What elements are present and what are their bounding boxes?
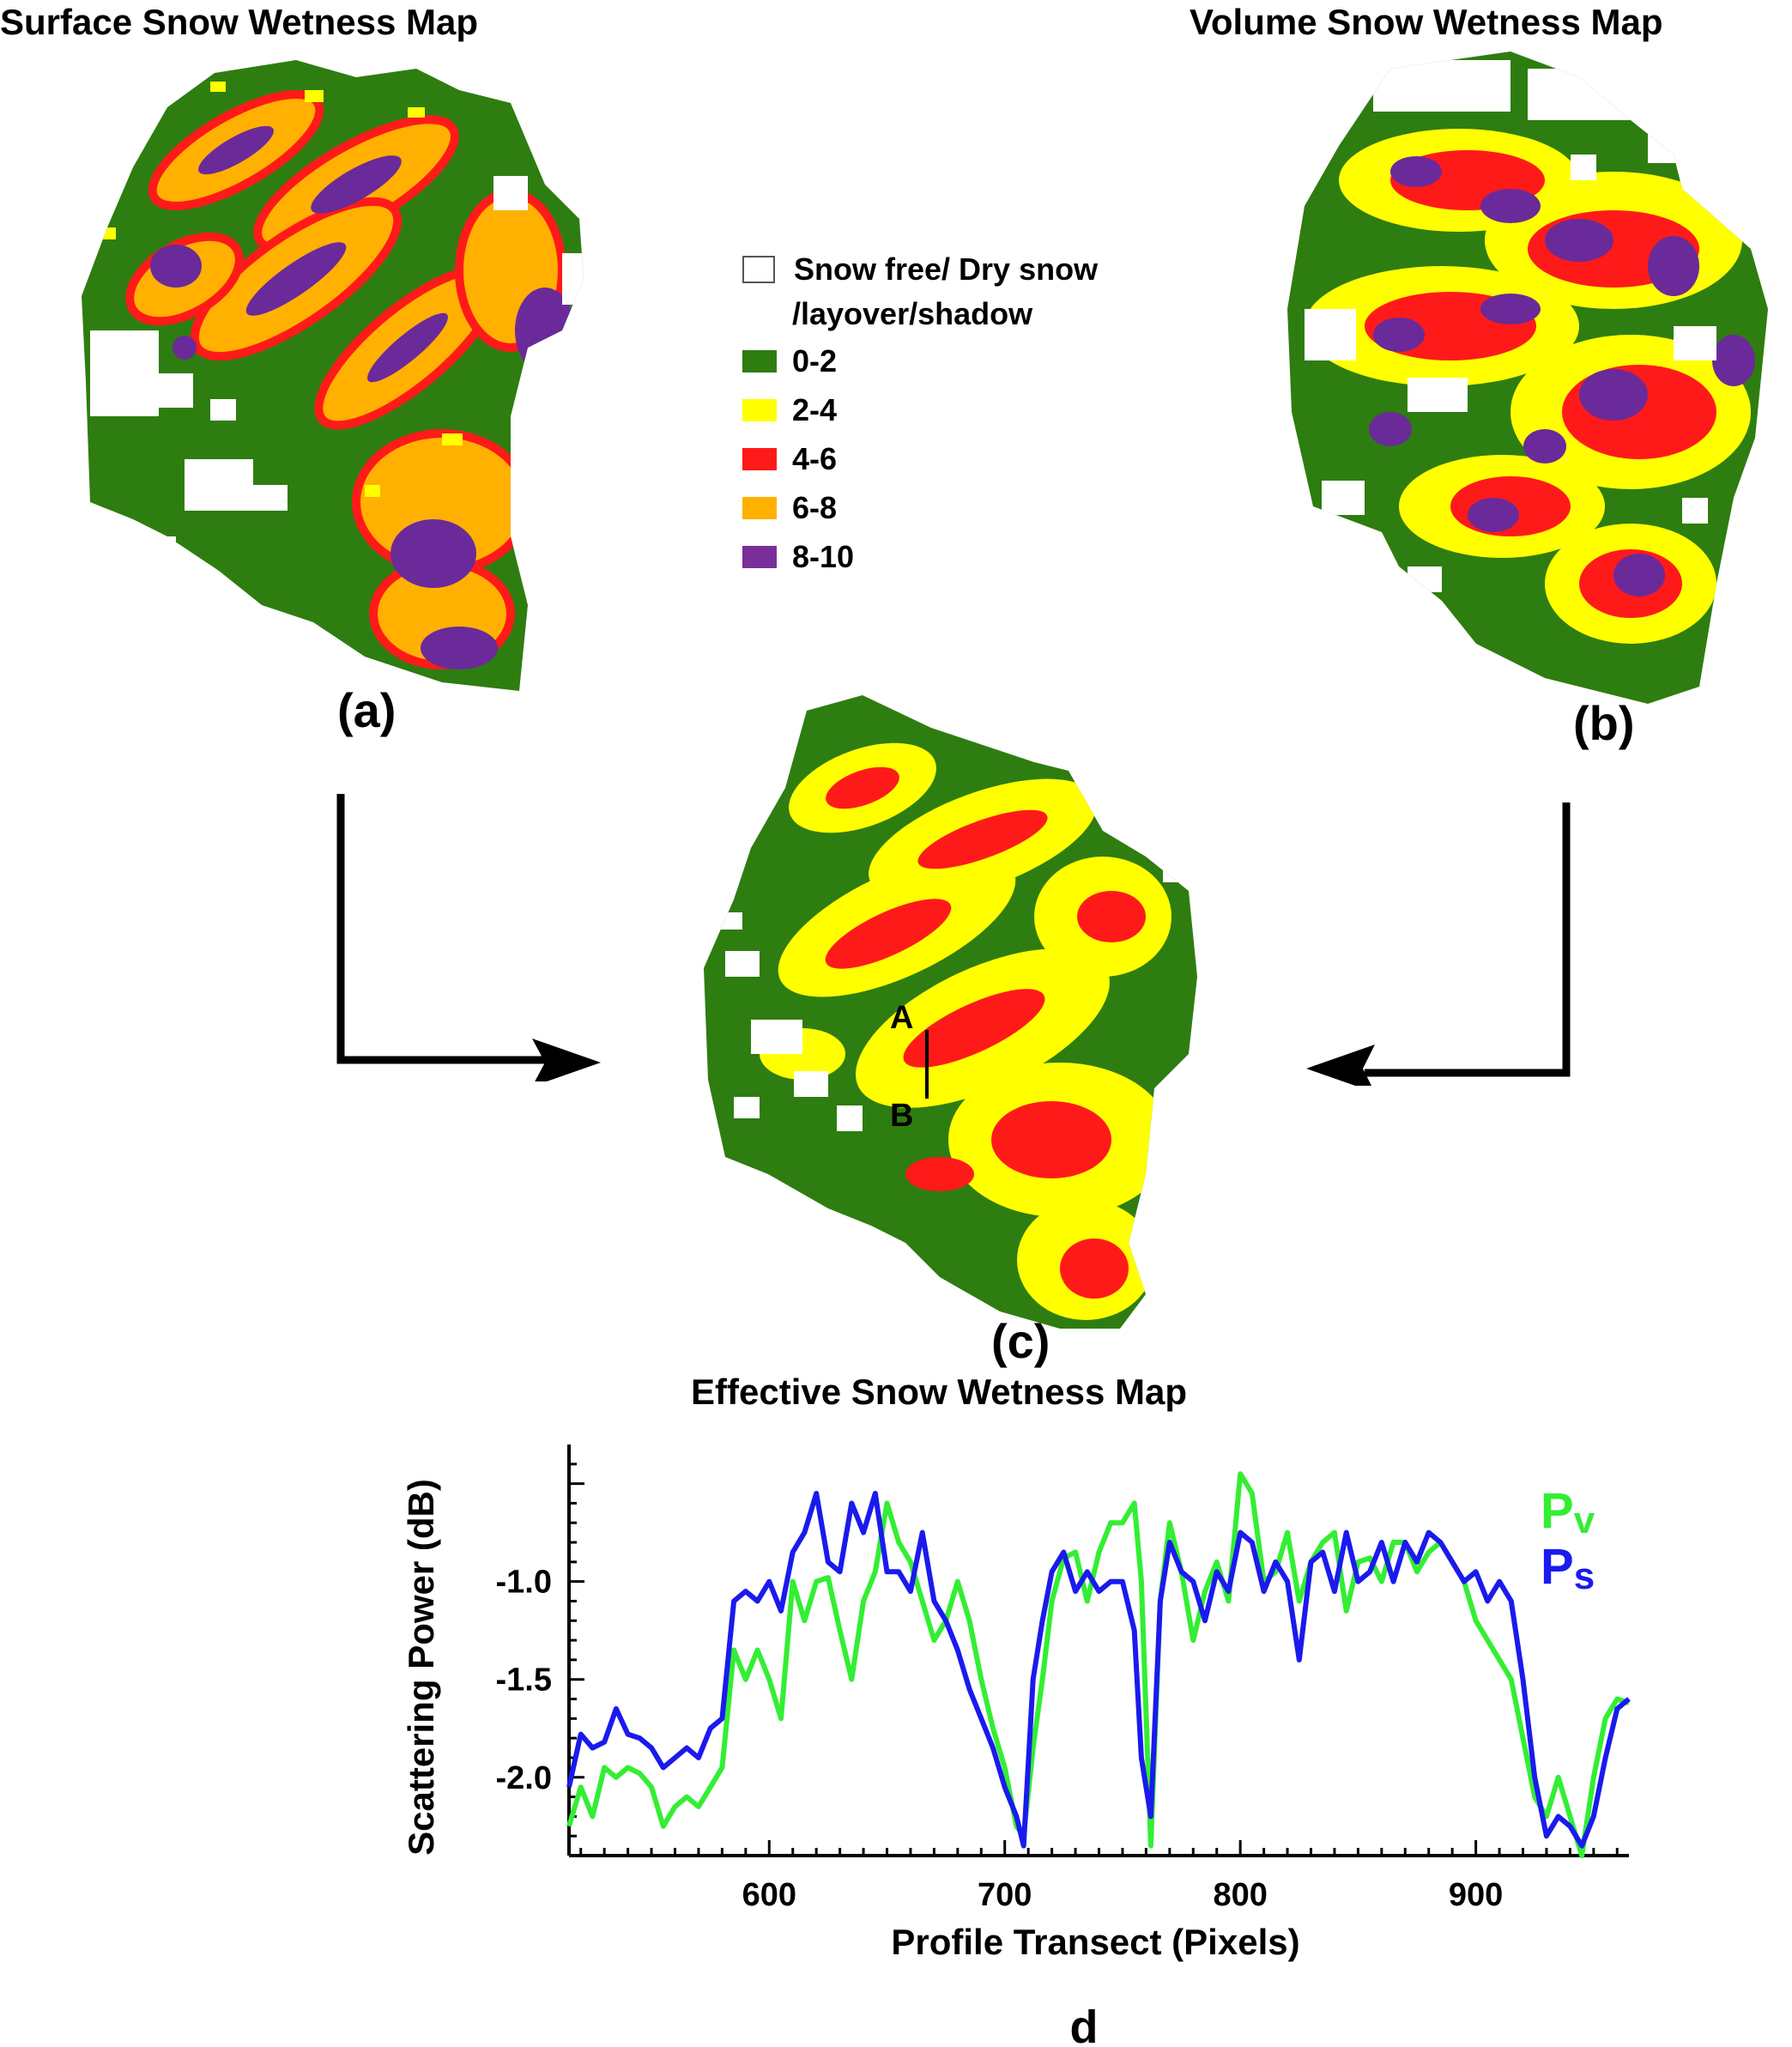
- right-flow-arrow: [1306, 802, 1571, 1086]
- legend-label-ps: Ps: [1541, 1539, 1595, 1597]
- x-tick-label: 600: [742, 1877, 796, 1913]
- volume-wetness-map: [1287, 51, 1768, 704]
- x-axis-label: Profile Transect (Pixels): [891, 1922, 1299, 1962]
- legend-swatch-orange: [742, 496, 777, 519]
- legend-label: 4-6: [792, 440, 838, 476]
- legend-item: 8-10: [742, 532, 1098, 581]
- legend-label: 2-4: [792, 391, 838, 427]
- wetness-legend: Snow free/ Dry snow /layover/shadow 0-2 …: [742, 247, 1098, 581]
- panel-label-c: (c): [991, 1314, 1050, 1368]
- effective-map-title: Effective Snow Wetness Map: [691, 1372, 1188, 1412]
- legend-swatch-red: [742, 447, 777, 470]
- legend-item-snow-free: Snow free/ Dry snow /layover/shadow: [742, 247, 1099, 336]
- legend-label: 0-2: [792, 342, 838, 379]
- legend-item: 0-2: [742, 336, 1098, 385]
- legend-swatch-green: [742, 349, 777, 372]
- legend-item: 4-6: [742, 434, 1098, 483]
- profile-marker-b: B: [890, 1098, 913, 1134]
- left-flow-arrow: [336, 794, 601, 1081]
- legend-swatch-yellow: [742, 398, 777, 421]
- legend-label-continued: /layover/shadow: [792, 296, 1033, 331]
- panel-label-a: (a): [337, 683, 397, 737]
- y-tick-label: -2.0: [496, 1760, 552, 1796]
- legend-label: 6-8: [792, 489, 838, 525]
- y-tick-label: -1.5: [496, 1662, 552, 1699]
- legend-label-pv: Pv: [1541, 1483, 1595, 1541]
- x-tick-label: 700: [978, 1877, 1032, 1913]
- surface-map-title: Surface Snow Wetness Map: [0, 2, 479, 42]
- y-axis-label: Scattering Power (dB): [401, 1479, 441, 1856]
- series-line-ps: [566, 1491, 1631, 1849]
- y-tick-label: -1.0: [496, 1565, 552, 1601]
- legend-swatch-white: [742, 256, 775, 283]
- legend-label: 8-10: [792, 538, 855, 574]
- x-tick-label: 800: [1213, 1877, 1267, 1913]
- panel-label-d: d: [1070, 2002, 1099, 2047]
- surface-wetness-map: [82, 60, 584, 691]
- legend-label: Snow free/ Dry snow: [794, 251, 1099, 287]
- legend-item: 6-8: [742, 483, 1098, 532]
- effective-wetness-map: A B: [704, 695, 1197, 1329]
- scattering-power-chart: 600 700 800 900 -1.0 -1.5 -2.0 Profile Transect…: [401, 1444, 1631, 2047]
- legend-swatch-purple: [742, 545, 777, 568]
- panel-label-b: (b): [1573, 696, 1635, 750]
- legend-item: 2-4: [742, 385, 1098, 434]
- x-tick-label: 900: [1449, 1877, 1503, 1913]
- profile-marker-a: A: [890, 1000, 913, 1036]
- volume-map-title: Volume Snow Wetness Map: [1190, 2, 1663, 42]
